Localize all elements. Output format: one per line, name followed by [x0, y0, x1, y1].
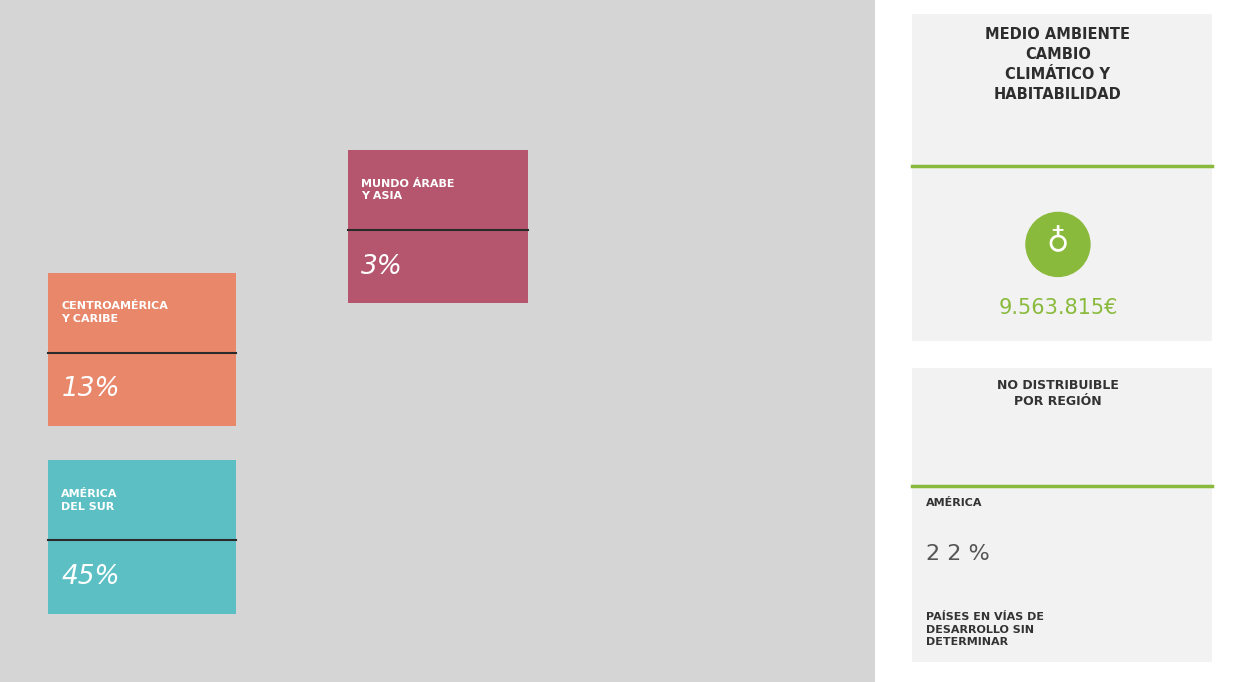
Text: PAÍSES EN VÍAS DE
DESARROLLO SIN
DETERMINAR: PAÍSES EN VÍAS DE DESARROLLO SIN DETERMI… [926, 612, 1044, 647]
Text: MUNDO ÁRABE
Y ASIA: MUNDO ÁRABE Y ASIA [361, 179, 454, 201]
Text: MEDIO AMBIENTE
CAMBIO
CLIMÁTICO Y
HABITABILIDAD: MEDIO AMBIENTE CAMBIO CLIMÁTICO Y HABITA… [985, 27, 1131, 102]
Text: AMÉRICA
DEL SUR: AMÉRICA DEL SUR [61, 489, 118, 512]
Text: AMÉRICA: AMÉRICA [926, 498, 983, 508]
Text: 3%: 3% [361, 254, 402, 280]
Text: 45%: 45% [61, 564, 120, 590]
Text: CENTROAMÉRICA
Y CARIBE: CENTROAMÉRICA Y CARIBE [61, 301, 169, 324]
Text: ♁: ♁ [1046, 228, 1070, 257]
FancyBboxPatch shape [48, 273, 236, 426]
Text: 9.563.815€: 9.563.815€ [998, 298, 1118, 318]
FancyBboxPatch shape [911, 368, 1211, 662]
Text: 13%: 13% [61, 376, 120, 402]
FancyBboxPatch shape [48, 460, 236, 614]
FancyBboxPatch shape [911, 14, 1211, 341]
FancyBboxPatch shape [349, 150, 527, 303]
Text: NO DISTRIBUIBLE
POR REGIÓN: NO DISTRIBUIBLE POR REGIÓN [997, 379, 1119, 408]
Ellipse shape [1026, 212, 1090, 276]
Text: 2 2 %: 2 2 % [926, 544, 990, 563]
